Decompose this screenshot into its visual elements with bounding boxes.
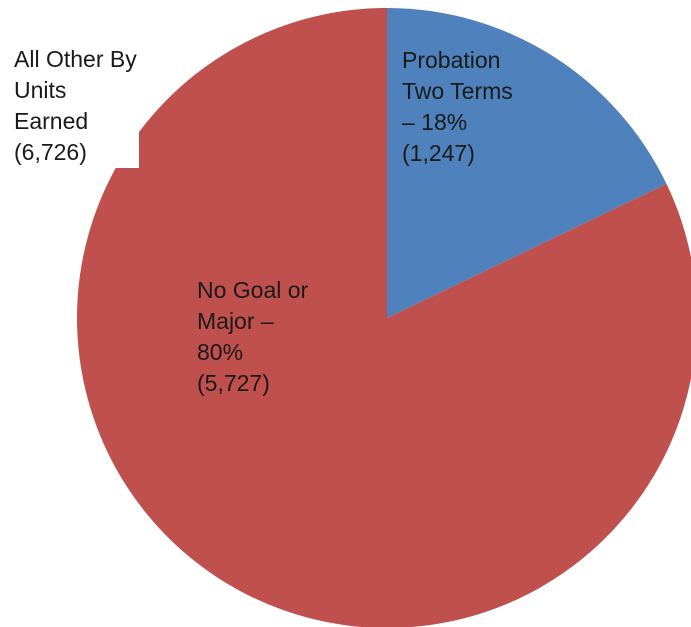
- label-other-line-2: Units: [14, 77, 67, 103]
- pie-slice-no-goal: [77, 8, 691, 627]
- slice-label-line: Major –: [197, 308, 274, 334]
- slice-label-line: 80%: [197, 339, 243, 365]
- label-all-other-by-units-earned: All Other By Units Earned (6,726): [14, 44, 139, 168]
- slice-label-line: (5,727): [197, 370, 270, 396]
- pie-slice-probation: [387, 8, 667, 318]
- slice-label-line: No Goal or: [197, 277, 309, 303]
- label-other-line-3: Earned: [14, 108, 89, 134]
- slice-label-no-goal: No Goal or Major – 80% (5,727): [197, 277, 309, 396]
- label-other-line-1: All Other By: [14, 46, 137, 72]
- slice-label-line: – 18%: [402, 109, 467, 135]
- slice-label-probation: Probation Two Terms – 18% (1,247): [402, 47, 513, 166]
- slice-label-line: Probation: [402, 47, 500, 73]
- slice-label-line: (1,247): [402, 140, 475, 166]
- slice-label-line: Two Terms: [402, 78, 513, 104]
- label-other-line-4: (6,726): [14, 139, 87, 165]
